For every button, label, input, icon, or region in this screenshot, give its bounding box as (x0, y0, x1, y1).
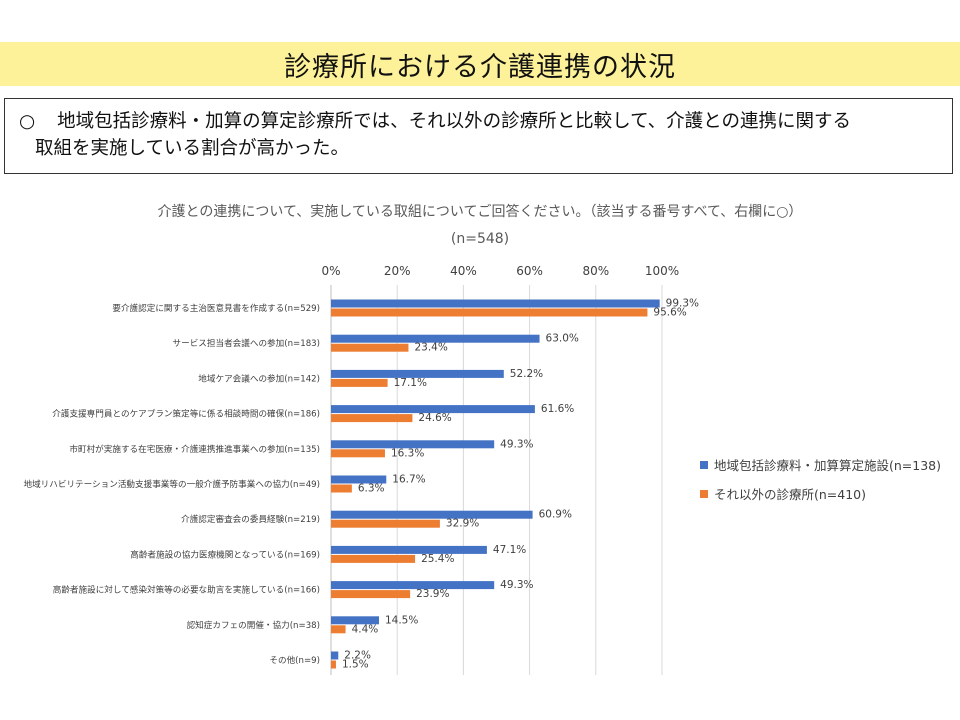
x-tick-label: 80% (582, 264, 609, 278)
data-label-series-1: 14.5% (385, 614, 418, 626)
category-label: 高齢者施設の協力医療機関となっている(n=169) (130, 548, 320, 560)
category-label: 介護支援専門員とのケアプラン策定等に係る相談時間の確保(n=186) (52, 408, 320, 420)
category-label: 高齢者施設に対して感染対策等の必要な助言を実施している(n=166) (53, 584, 320, 596)
bar-chart: 0% 20% 40% 60% 80% 100% 要介護認定に関する主治医意見書を作成する(n… (23, 264, 699, 675)
x-tick-label: 40% (450, 264, 477, 278)
bar-series-2 (331, 554, 416, 563)
legend-item-series-1: 地域包括診療料・加算算定施設(n=138) (700, 450, 941, 479)
data-label-series-1: 47.1% (493, 544, 526, 556)
bar-series-1 (331, 334, 540, 343)
data-label-series-1: 49.3% (500, 579, 533, 591)
category-label: 地域ケア会議への参加(n=142) (198, 372, 320, 384)
bar-series-2 (331, 625, 346, 634)
summary-line-2: 取組を実施している割合が高かった。 (35, 138, 349, 159)
category-label: 市町村が実施する在宅医療・介護連携推進事業への参加(n=135) (69, 443, 320, 455)
data-label-series-2: 32.9% (446, 518, 479, 530)
data-label-series-1: 16.7% (392, 474, 425, 486)
bar-series-1 (331, 405, 535, 414)
legend-label-series-2: それ以外の診療所(n=410) (714, 487, 867, 502)
bar-series-2 (331, 590, 411, 599)
data-label-series-2: 4.4% (352, 623, 379, 635)
data-label-series-1: 52.2% (510, 368, 543, 380)
summary-box: ○ 地域包括診療料・加算の算定診療所では、それ以外の診療所と比較して、介護との連携… (4, 98, 953, 174)
bar-series-2 (331, 519, 440, 528)
data-label-series-2: 16.3% (391, 447, 424, 459)
bar-series-1 (331, 510, 533, 519)
category-label: 認知症カフェの開催・協力(n=38) (187, 619, 320, 631)
data-label-series-1: 63.0% (546, 333, 579, 345)
chart-legend: 地域包括診療料・加算算定施設(n=138) それ以外の診療所(n=410) (700, 450, 941, 508)
category-label: その他(n=9) (269, 654, 320, 666)
legend-swatch-series-2 (700, 489, 708, 498)
bar-series-2 (331, 343, 409, 352)
category-label: 要介護認定に関する主治医意見書を作成する(n=529) (112, 302, 320, 314)
data-label-series-1: 99.3% (666, 298, 699, 310)
bar-series-1 (331, 581, 495, 590)
data-label-series-2: 23.9% (416, 588, 449, 600)
category-label: サービス担当者会議への参加(n=183) (173, 337, 320, 349)
bar-series-1 (331, 369, 504, 378)
bar-series-1 (331, 440, 495, 449)
category-label: 地域リハビリテーション活動支援事業等の一般介護予防事業への協力(n=49) (23, 478, 320, 490)
summary-text-1: 地域包括診療料・加算の算定診療所では、それ以外の診療所と比較して、介護との連携に… (57, 111, 851, 132)
bar-series-2 (331, 484, 352, 493)
x-tick-label: 60% (516, 264, 543, 278)
data-label-series-1: 61.6% (541, 403, 574, 415)
data-label-series-1: 49.3% (500, 438, 533, 450)
x-tick-label: 20% (384, 264, 411, 278)
summary-line-1: ○ 地域包括診療料・加算の算定診療所では、それ以外の診療所と比較して、介護との連携… (19, 108, 940, 135)
chart-sample-size: (n=548) (450, 231, 510, 247)
bar-series-1 (331, 651, 339, 660)
bar-series-2 (331, 449, 385, 458)
data-label-series-2: 24.6% (418, 412, 451, 424)
data-label-series-2: 17.1% (394, 377, 427, 389)
summary-bullet: ○ (19, 111, 36, 132)
bar-series-1 (331, 545, 487, 554)
data-label-series-2: 1.5% (342, 659, 369, 671)
data-label-series-2: 25.4% (421, 553, 454, 565)
bar-series-1 (331, 475, 387, 484)
bar-series-2 (331, 660, 336, 669)
bar-series-2 (331, 414, 413, 423)
category-label: 介護認定審査会の委員経験(n=219) (181, 513, 320, 525)
x-tick-label: 0% (321, 264, 340, 278)
x-tick-label: 100% (645, 264, 679, 278)
bar-series-2 (331, 378, 388, 387)
title-bar: 診療所における介護連携の状況 (0, 42, 960, 86)
data-label-series-1: 60.9% (539, 509, 572, 521)
data-label-series-2: 95.6% (653, 307, 686, 319)
legend-item-series-2: それ以外の診療所(n=410) (700, 479, 941, 508)
data-label-series-1: 2.2% (344, 650, 371, 662)
legend-swatch-series-1 (700, 460, 708, 469)
bar-series-2 (331, 308, 648, 317)
chart-question: 介護との連携について、実施している取組についてご回答ください。（該当する番号すべ… (157, 204, 803, 220)
data-label-series-2: 6.3% (358, 483, 385, 495)
bar-series-1 (331, 299, 660, 308)
bar-series-1 (331, 616, 379, 625)
page-title: 診療所における介護連携の状況 (284, 51, 676, 83)
legend-label-series-1: 地域包括診療料・加算算定施設(n=138) (714, 458, 942, 473)
data-label-series-2: 23.4% (414, 342, 447, 354)
